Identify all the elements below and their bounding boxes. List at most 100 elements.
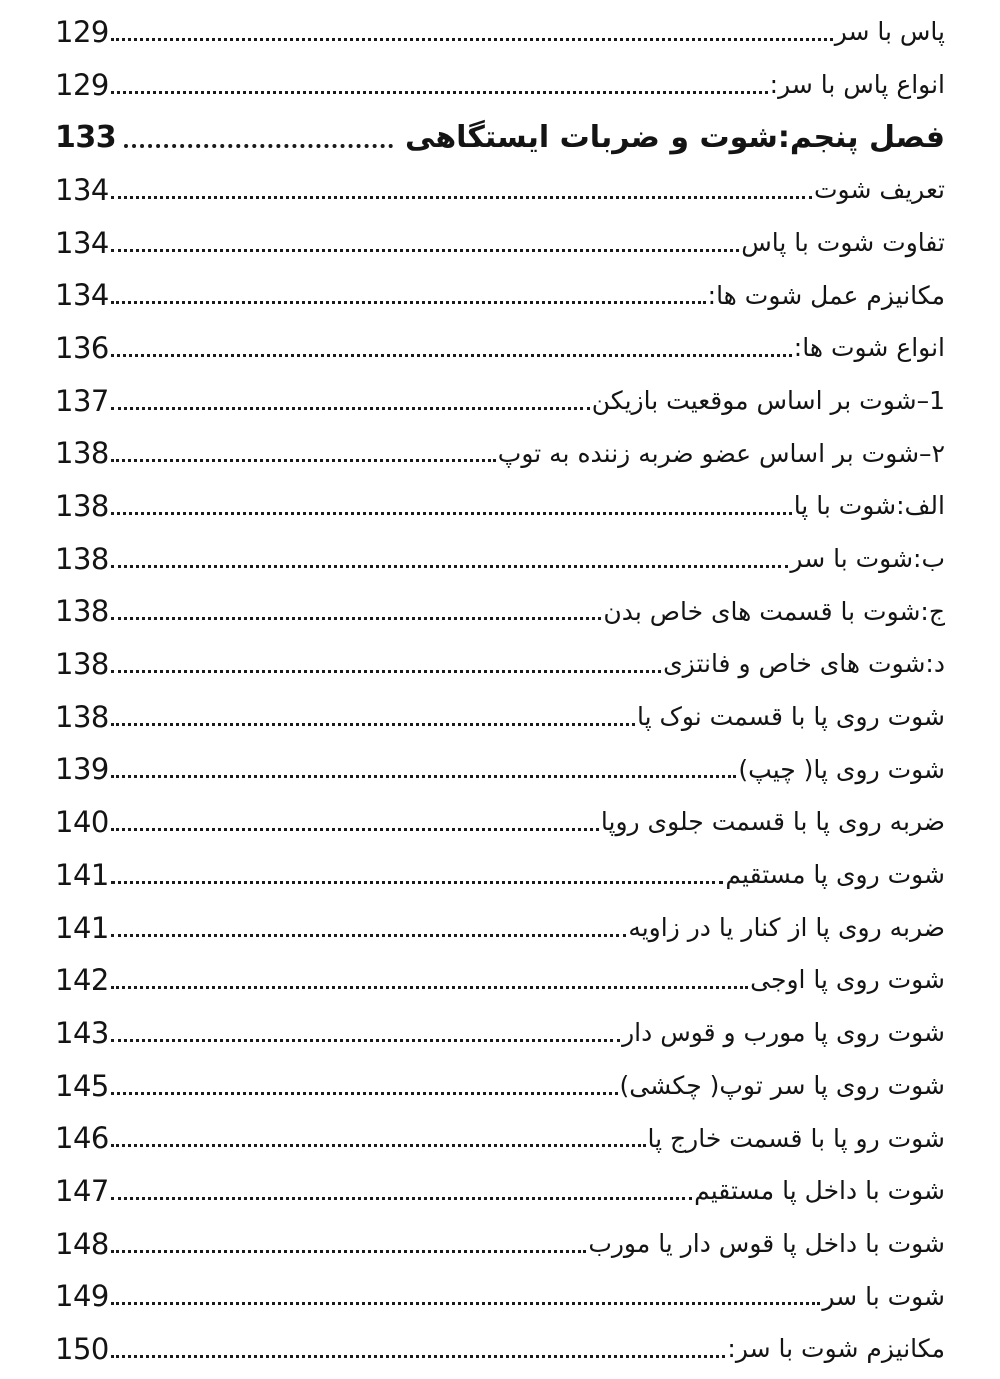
toc-entry-title: ب:شوت با سر: [790, 543, 945, 573]
dot-leader: [110, 1196, 693, 1200]
toc-entry-row[interactable]: 147 شوت با داخل پا مستقیم: [55, 1165, 945, 1218]
toc-entry-row[interactable]: 129 انواع پاس با سر:: [55, 59, 945, 112]
toc-page-number: 141: [55, 910, 109, 945]
toc-page-number: 138: [55, 541, 109, 576]
toc-page-number: 146: [55, 1121, 109, 1156]
dot-leader: [110, 722, 635, 726]
toc-entry-row[interactable]: 150 مکانیزم شوت با سر:: [55, 1323, 945, 1376]
toc-entry-title: شوت با داخل پا مستقیم: [694, 1176, 945, 1206]
toc-entry-row[interactable]: 137 1–شوت بر اساس موقعیت بازیکن: [55, 375, 945, 428]
toc-page-number: 143: [55, 1015, 109, 1050]
dot-leader: [110, 90, 768, 94]
dot-leader: [110, 301, 706, 305]
table-of-contents: 129 پاس با سر 129 انواع پاس با سر: 133 ف…: [55, 6, 945, 1376]
toc-entry-row[interactable]: 148 شوت با داخل پا قوس دار یا مورب: [55, 1218, 945, 1271]
toc-page-number: 136: [55, 330, 109, 365]
toc-entry-row[interactable]: 138 ۲–شوت بر اساس عضو ضربه زننده به توپ: [55, 428, 945, 481]
dot-leader: [110, 1144, 646, 1148]
toc-entry-title: ضربه روی پا از کنار یا در زاویه: [628, 912, 945, 942]
dot-leader: [110, 1302, 821, 1306]
dot-leader: [110, 353, 792, 357]
toc-page-number: 134: [55, 225, 109, 260]
toc-entry-title: الف:شوت با پا: [793, 491, 945, 521]
toc-page-number: 145: [55, 1068, 109, 1103]
toc-entry-row[interactable]: 139 شوت روی پا( چیپ): [55, 744, 945, 797]
toc-entry-row[interactable]: 141 شوت روی پا مستقیم: [55, 849, 945, 902]
toc-entry-title: ضربه روی پا با قسمت جلوی روپا: [600, 807, 945, 837]
toc-page-number: 139: [55, 752, 109, 787]
toc-page-number: 141: [55, 857, 109, 892]
dot-leader: [110, 248, 740, 252]
toc-entry-row[interactable]: 149 شوت با سر: [55, 1271, 945, 1324]
dot-leader: [110, 933, 627, 937]
toc-entry-row[interactable]: 141 ضربه روی پا از کنار یا در زاویه: [55, 902, 945, 955]
toc-entry-title: 1–شوت بر اساس موقعیت بازیکن: [591, 385, 945, 415]
toc-page-number: 138: [55, 699, 109, 734]
dot-leader: [110, 1355, 726, 1359]
toc-entry-title: تفاوت شوت با پاس: [741, 227, 945, 257]
toc-page-number: 140: [55, 805, 109, 840]
toc-page-number: 149: [55, 1279, 109, 1314]
toc-entry-title: مکانیزم عمل شوت ها:: [707, 280, 945, 310]
toc-page-number: 142: [55, 963, 109, 998]
toc-entry-row[interactable]: 136 انواع شوت ها:: [55, 322, 945, 375]
toc-page-number: 138: [55, 647, 109, 682]
toc-entry-title: مکانیزم شوت با سر:: [727, 1334, 945, 1364]
toc-entry-row[interactable]: 145 شوت روی پا سر توپ( چکشی): [55, 1060, 945, 1113]
toc-entry-row[interactable]: 140 ضربه روی پا با قسمت جلوی روپا: [55, 796, 945, 849]
dot-leader: [110, 1249, 587, 1253]
toc-entry-row[interactable]: 143 شوت روی پا مورب و قوس دار: [55, 1007, 945, 1060]
toc-page-number: 138: [55, 594, 109, 629]
toc-entry-row[interactable]: 138 د:شوت های خاص و فانتزی: [55, 638, 945, 691]
toc-page-number: 134: [55, 278, 109, 313]
dot-leader: [110, 37, 833, 41]
toc-entry-title: شوت رو پا با قسمت خارج پا: [647, 1123, 946, 1153]
toc-entry-title: شوت روی پا با قسمت نوک پا: [636, 702, 945, 732]
toc-entry-title: شوت با سر: [822, 1281, 945, 1311]
toc-entry-title: شوت با داخل پا قوس دار یا مورب: [588, 1228, 945, 1258]
toc-entry-title: شوت روی پا( چیپ): [738, 754, 945, 784]
toc-page-number: 134: [55, 172, 109, 207]
toc-entry-row[interactable]: 133 فصل پنجم:شوت و ضربات ایستگاهی: [55, 111, 945, 164]
toc-entry-row[interactable]: 138 شوت روی پا با قسمت نوک پا: [55, 691, 945, 744]
toc-entry-row[interactable]: 138 ب:شوت با سر: [55, 533, 945, 586]
dot-leader: [110, 670, 662, 674]
toc-page-number: 133: [55, 119, 117, 155]
toc-entry-title: فصل پنجم:شوت و ضربات ایستگاهی: [404, 120, 945, 156]
dot-leader: [110, 564, 789, 568]
toc-entry-row[interactable]: 134 تعریف شوت: [55, 164, 945, 217]
toc-entry-title: شوت روی پا مستقیم: [725, 860, 945, 890]
toc-entry-title: انواع پاس با سر:: [769, 69, 945, 99]
toc-page-number: 129: [55, 67, 109, 102]
dot-leader: [110, 880, 724, 884]
toc-entry-title: تعریف شوت: [814, 175, 945, 205]
dot-leader: [110, 986, 749, 990]
dot-leader: [110, 406, 590, 410]
dot-leader: [110, 775, 737, 779]
toc-entry-title: شوت روی پا اوجی: [750, 965, 945, 995]
toc-entry-title: شوت روی پا مورب و قوس دار: [622, 1018, 945, 1048]
toc-page-number: 147: [55, 1173, 109, 1208]
toc-entry-row[interactable]: 134 مکانیزم عمل شوت ها:: [55, 269, 945, 322]
toc-entry-row[interactable]: 138 الف:شوت با پا: [55, 480, 945, 533]
dot-leader: [110, 828, 599, 832]
dot-leader: [110, 459, 496, 463]
toc-entry-title: شوت روی پا سر توپ( چکشی): [619, 1070, 945, 1100]
dot-leader: [110, 1091, 618, 1095]
toc-page-number: 138: [55, 489, 109, 524]
dot-leader: [110, 617, 602, 621]
toc-page-number: 129: [55, 14, 109, 49]
toc-page-number: 148: [55, 1226, 109, 1261]
toc-entry-title: انواع شوت ها:: [793, 333, 945, 363]
toc-page-number: 150: [55, 1332, 109, 1367]
dot-leader: [110, 195, 812, 199]
toc-entry-row[interactable]: 142 شوت روی پا اوجی: [55, 954, 945, 1007]
dot-leader: [124, 143, 393, 148]
toc-entry-row[interactable]: 146 شوت رو پا با قسمت خارج پا: [55, 1112, 945, 1165]
toc-entry-row[interactable]: 134 تفاوت شوت با پاس: [55, 217, 945, 270]
dot-leader: [110, 512, 792, 516]
dot-leader: [110, 1038, 621, 1042]
toc-entry-row[interactable]: 129 پاس با سر: [55, 6, 945, 59]
toc-entry-row[interactable]: 138 ج:شوت با قسمت های خاص بدن: [55, 586, 945, 639]
toc-entry-title: ۲–شوت بر اساس عضو ضربه زننده به توپ: [497, 438, 945, 468]
